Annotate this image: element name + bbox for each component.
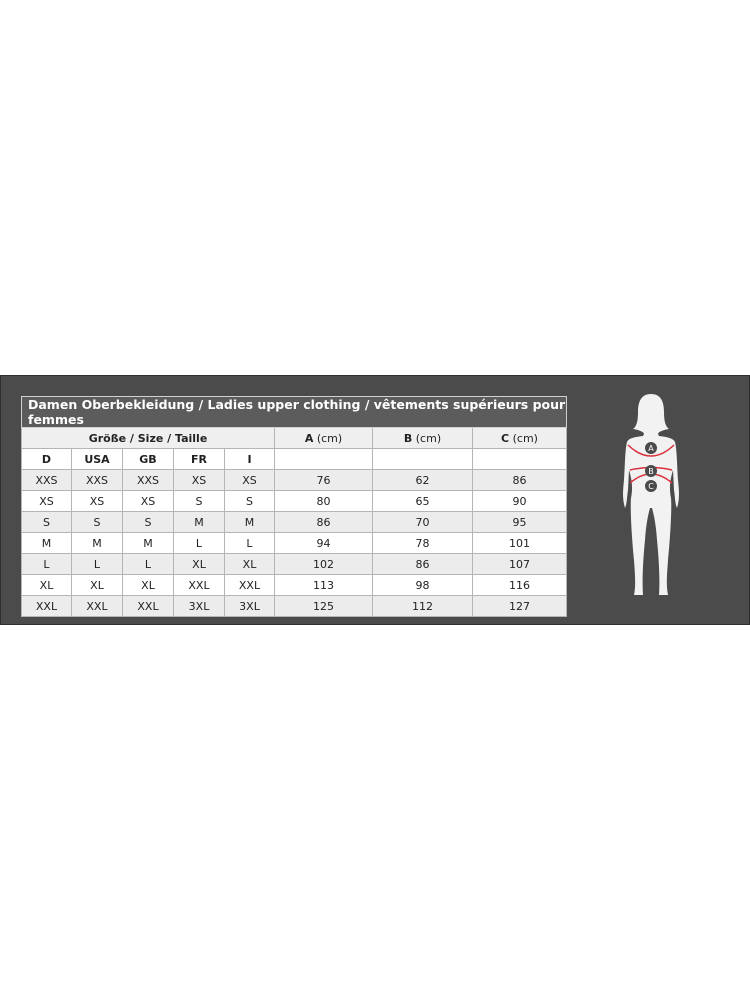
table-cell: 76 <box>274 469 373 491</box>
table-cell: S <box>71 511 123 533</box>
table-cell: 80 <box>274 490 373 512</box>
table-cell: L <box>71 553 123 575</box>
table-cell: XXL <box>173 574 225 596</box>
table-cell: XS <box>71 490 123 512</box>
body-figure: A B C <box>623 394 679 595</box>
table-cell: S <box>122 511 174 533</box>
table-cell: 62 <box>372 469 473 491</box>
empty-cell <box>274 448 373 470</box>
col-header-gb: GB <box>122 448 174 470</box>
marker-b: B <box>645 465 657 477</box>
table-cell: M <box>122 532 174 554</box>
table-cell: 94 <box>274 532 373 554</box>
table-cell: L <box>173 532 225 554</box>
svg-text:B: B <box>648 467 654 476</box>
table-cell: XL <box>122 574 174 596</box>
table-cell: 101 <box>472 532 567 554</box>
table-cell: XS <box>21 490 72 512</box>
table-cell: 125 <box>274 595 373 617</box>
table-row: XXS XXS XXS XS XS 76 62 86 <box>21 469 567 491</box>
table-cell: XXL <box>21 595 72 617</box>
table-cell: 86 <box>274 511 373 533</box>
table-row: M M M L L 94 78 101 <box>21 532 567 554</box>
header-c: C (cm) <box>472 427 567 449</box>
table-cell: 98 <box>372 574 473 596</box>
table-row: L L L XL XL 102 86 107 <box>21 553 567 575</box>
table-cell: 102 <box>274 553 373 575</box>
table-cell: S <box>224 490 275 512</box>
table-cell: 78 <box>372 532 473 554</box>
table-row: XXL XXL XXL 3XL 3XL 125 112 127 <box>21 595 567 617</box>
table-cell: 3XL <box>173 595 225 617</box>
table-cell: 107 <box>472 553 567 575</box>
table-cell: 86 <box>372 553 473 575</box>
header-b: B (cm) <box>372 427 473 449</box>
table-cell: XXL <box>224 574 275 596</box>
table-cell: 113 <box>274 574 373 596</box>
table-cell: XXS <box>71 469 123 491</box>
line-a <box>627 444 675 457</box>
table-cell: 3XL <box>224 595 275 617</box>
table-cell: 127 <box>472 595 567 617</box>
size-table: Damen Oberbekleidung / Ladies upper clot… <box>21 396 567 617</box>
svg-text:C: C <box>648 482 654 491</box>
table-cell: 90 <box>472 490 567 512</box>
size-chart-panel: Damen Oberbekleidung / Ladies upper clot… <box>0 375 750 625</box>
table-cell: XXL <box>122 595 174 617</box>
table-cell: XS <box>122 490 174 512</box>
col-header-fr: FR <box>173 448 225 470</box>
table-title: Damen Oberbekleidung / Ladies upper clot… <box>21 396 567 428</box>
table-cell: XXL <box>71 595 123 617</box>
table-cell: XL <box>224 553 275 575</box>
marker-c: C <box>645 480 657 492</box>
col-header-i: I <box>224 448 275 470</box>
table-cell: L <box>21 553 72 575</box>
table-cell: L <box>122 553 174 575</box>
table-cell: XL <box>173 553 225 575</box>
table-cell: S <box>21 511 72 533</box>
table-cell: 112 <box>372 595 473 617</box>
table-cell: M <box>173 511 225 533</box>
table-row: S S S M M 86 70 95 <box>21 511 567 533</box>
table-cell: L <box>224 532 275 554</box>
svg-text:A: A <box>648 444 654 453</box>
table-cell: XS <box>173 469 225 491</box>
col-header-usa: USA <box>71 448 123 470</box>
empty-cell <box>472 448 567 470</box>
marker-a: A <box>645 442 657 454</box>
table-cell: 86 <box>472 469 567 491</box>
table-cell: M <box>71 532 123 554</box>
table-cell: M <box>224 511 275 533</box>
table-cell: S <box>173 490 225 512</box>
table-row: XS XS XS S S 80 65 90 <box>21 490 567 512</box>
col-header-d: D <box>21 448 72 470</box>
table-cell: XXS <box>122 469 174 491</box>
header-a: A (cm) <box>274 427 373 449</box>
table-cell: 70 <box>372 511 473 533</box>
table-cell: XS <box>224 469 275 491</box>
table-cell: 95 <box>472 511 567 533</box>
empty-cell <box>372 448 473 470</box>
body-silhouette <box>623 394 679 595</box>
table-cell: XXS <box>21 469 72 491</box>
size-group-header: Größe / Size / Taille <box>21 427 275 449</box>
table-cell: 116 <box>472 574 567 596</box>
table-cell: XL <box>71 574 123 596</box>
table-cell: M <box>21 532 72 554</box>
table-cell: 65 <box>372 490 473 512</box>
table-cell: XL <box>21 574 72 596</box>
table-row: XL XL XL XXL XXL 113 98 116 <box>21 574 567 596</box>
